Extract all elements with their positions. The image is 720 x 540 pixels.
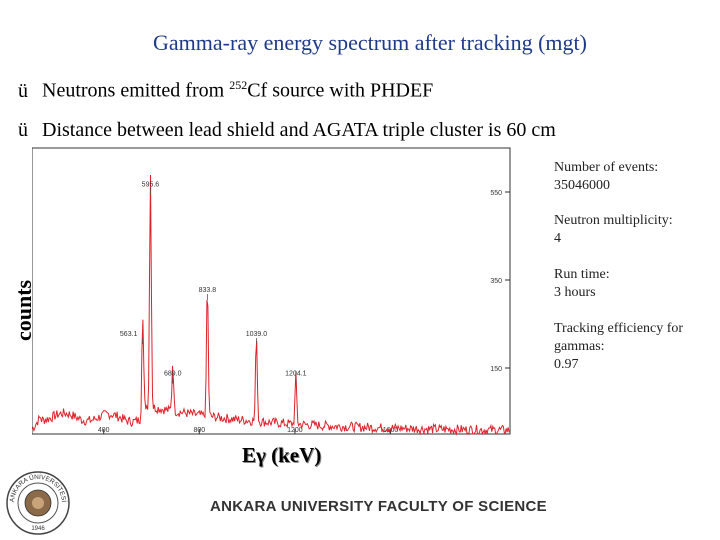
spectrum-series — [32, 174, 511, 436]
y-tick-label: 150 — [490, 366, 502, 373]
info-value: 35046000 — [554, 178, 610, 193]
info-value: 4 — [554, 231, 561, 246]
info-value: 0.97 — [554, 357, 579, 372]
peak-label: 689.0 — [164, 371, 182, 378]
checkmark-icon: ü — [18, 79, 28, 102]
info-label: Run time: — [554, 267, 610, 282]
info-multiplicity: Neutron multiplicity: 4 — [554, 212, 714, 248]
x-tick-label: 400 — [98, 427, 110, 434]
info-label: Tracking efficiency for gammas: — [554, 321, 684, 354]
x-tick-label: 1200 — [287, 427, 303, 434]
info-label: Neutron multiplicity: — [554, 213, 673, 228]
bullet-text: Distance between lead shield and AGATA t… — [42, 119, 556, 141]
peak-label: 595.6 — [142, 181, 160, 188]
info-label: Number of events: — [554, 160, 659, 175]
info-events: Number of events: 35046000 — [554, 159, 714, 195]
peak-label: 563.1 — [120, 331, 138, 338]
info-runtime: Run time: 3 hours — [554, 266, 714, 302]
checkmark-icon: ü — [18, 119, 28, 141]
x-axis-label: Eγ (keV) — [242, 443, 322, 467]
plot-frame — [32, 147, 511, 435]
x-tick-label: 800 — [193, 427, 205, 434]
isotope-mass-number: 252 — [229, 78, 248, 92]
slide-title: Gamma-ray energy spectrum after tracking… — [153, 30, 587, 55]
info-value: 3 hours — [554, 285, 596, 300]
university-seal-icon: ANKARA ÜNİVERSİTESİ 1946 — [6, 471, 70, 535]
peak-label: 1204.1 — [285, 371, 307, 378]
bullet-neutron-source: ü Neutrons emitted from 252Cf source with… — [18, 78, 433, 103]
peak-label: 1039.0 — [246, 331, 268, 338]
y-tick-label: 350 — [490, 278, 502, 285]
footer-institution: ANKARA UNIVERSITY FACULTY OF SCIENCE — [210, 498, 547, 515]
peak-label: 833.8 — [199, 287, 217, 294]
x-tick-label: 1600 — [383, 427, 399, 434]
bullet-text-pre: Neutrons emitted from — [42, 79, 230, 102]
bullet-distance: ü Distance between lead shield and AGATA … — [18, 119, 556, 142]
y-tick-label: 550 — [490, 190, 502, 197]
spectrum-chart: 400 800 1200 1600 150 350 550 563.1 595.6 689.0 83… — [32, 147, 511, 436]
info-efficiency: Tracking efficiency for gammas: 0.97 — [554, 320, 714, 374]
seal-year: 1946 — [31, 526, 45, 532]
bullet-text-post: Cf source with PHDEF — [247, 79, 434, 102]
